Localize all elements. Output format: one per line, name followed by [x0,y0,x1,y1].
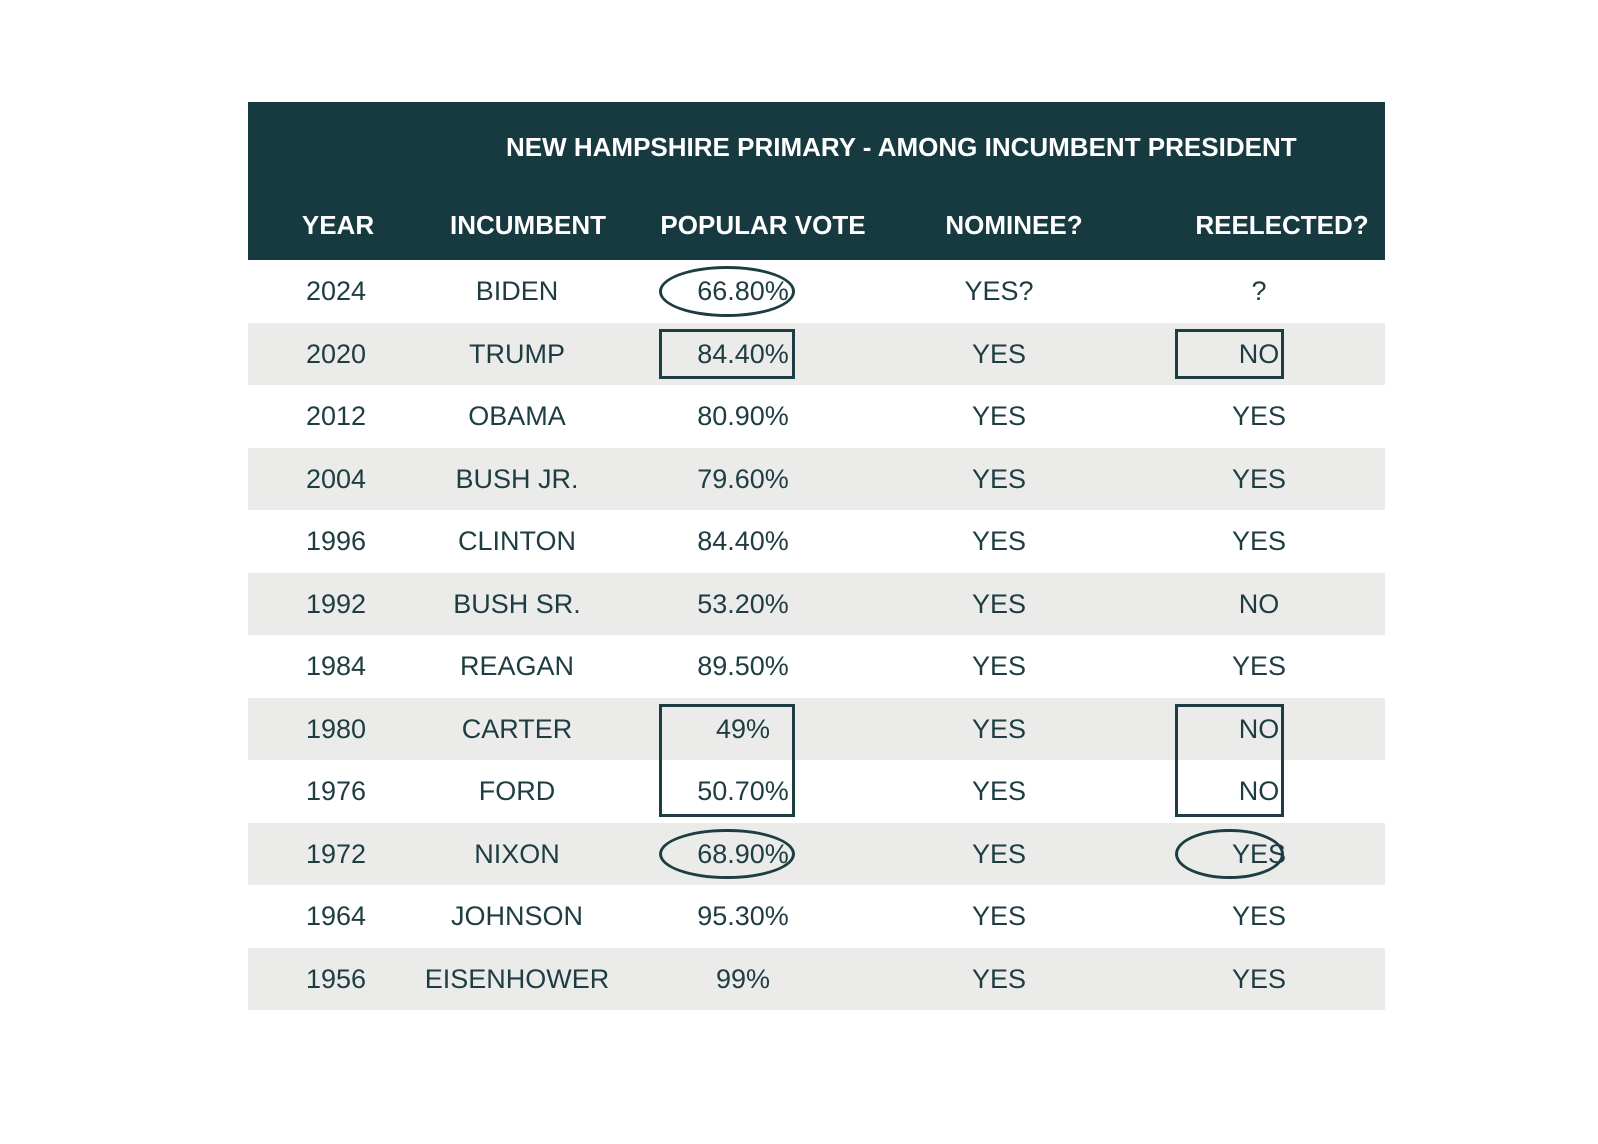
reelected-cell: YES [1231,651,1287,681]
popular-vote-cell: 49% [715,713,771,744]
table-row: 2012 OBAMA 80.90% YES YES [248,385,1385,448]
highlight-box [1175,703,1284,817]
incumbent-cell: BUSH SR. [453,588,581,619]
incumbent-cell: JOHNSON [450,901,584,931]
year-cell: 2020 [305,338,367,369]
table-row: 1984 REAGAN 89.50% YES YES [248,635,1385,698]
highlight-box [659,703,795,817]
incumbent-cell: CLINTON [457,526,577,556]
nominee-cell: YES [971,588,1027,619]
incumbent-cell: CARTER [461,713,573,744]
table-title: NEW HAMPSHIRE PRIMARY - AMONG INCUMBENT … [506,132,1297,162]
highlight-ellipse [1175,828,1284,879]
nominee-cell: YES [971,963,1027,994]
nominee-cell: YES? [964,276,1034,306]
year-cell: 1976 [305,776,367,806]
reelected-cell: NO [1238,713,1280,744]
year-cell: 2024 [305,276,367,306]
reelected-cell: YES [1231,526,1287,556]
highlight-box [659,328,795,379]
year-cell: 1964 [305,901,367,931]
highlight-ellipse [659,828,795,879]
nominee-cell: YES [971,901,1027,931]
year-cell: 1992 [305,588,367,619]
nominee-cell: YES [971,338,1027,369]
popular-vote-cell: 84.40% [697,338,789,369]
nominee-cell: YES [971,401,1027,431]
year-cell: 1956 [305,963,367,994]
column-header: YEAR [301,210,375,240]
popular-vote-cell: 99% [715,963,771,994]
incumbent-cell: REAGAN [459,651,575,681]
incumbent-cell: BIDEN [475,276,559,306]
popular-vote-cell: 50.70% [697,776,789,806]
column-header: INCUMBENT [450,210,606,240]
nominee-cell: YES [971,713,1027,744]
year-cell: 1996 [305,526,367,556]
table-row: 1980 CARTER 49% YES NO [248,697,1385,760]
reelected-cell: NO [1238,338,1280,369]
nominee-cell: YES [971,526,1027,556]
popular-vote-cell: 80.90% [697,401,789,431]
reelected-cell: YES [1231,401,1287,431]
table-row: 1992 BUSH SR. 53.20% YES NO [248,572,1385,635]
column-header: POPULAR VOTE [660,210,866,240]
table-row: 1996 CLINTON 84.40% YES YES [248,510,1385,573]
incumbent-cell: NIXON [474,838,560,869]
table-header: NEW HAMPSHIRE PRIMARY - AMONG INCUMBENT … [248,102,1385,260]
incumbent-cell: EISENHOWER [424,963,610,994]
reelected-cell: YES [1231,463,1287,494]
highlight-box [1175,328,1284,379]
popular-vote-cell: 89.50% [697,651,789,681]
reelected-cell: NO [1238,776,1280,806]
incumbent-cell: OBAMA [468,401,566,431]
table-row: 2024 BIDEN 66.80% YES?? [248,260,1385,323]
reelected-cell: YES [1231,963,1287,994]
table-row: 1976 FORD 50.70% YES NO [248,760,1385,823]
reelected-cell: ? [1251,276,1267,306]
highlight-ellipse [659,266,795,317]
incumbent-cell: BUSH JR. [455,463,579,494]
incumbent-cell: TRUMP [469,338,565,369]
year-cell: 2012 [305,401,367,431]
nominee-cell: YES [971,776,1027,806]
nominee-cell: YES [971,463,1027,494]
table-row: 2004 BUSH JR. 79.60% YES YES [248,447,1385,510]
column-header: REELECTED? [1195,210,1369,240]
results-table: NEW HAMPSHIRE PRIMARY - AMONG INCUMBENT … [248,102,1385,1011]
incumbent-cell: FORD [478,776,556,806]
popular-vote-cell: 79.60% [697,463,789,494]
reelected-cell: NO [1238,588,1280,619]
year-cell: 2004 [305,463,367,494]
popular-vote-cell: 53.20% [697,588,789,619]
column-header: NOMINEE? [945,210,1083,240]
year-cell: 1972 [305,838,367,869]
nominee-cell: YES [971,838,1027,869]
reelected-cell: YES [1231,901,1287,931]
year-cell: 1984 [305,651,367,681]
table-row: 2020 TRUMP 84.40% YES NO [248,322,1385,385]
table-row: 1964 JOHNSON 95.30% YES YES [248,885,1385,948]
year-cell: 1980 [305,713,367,744]
popular-vote-cell: 84.40% [697,526,789,556]
table-row: 1956 EISENHOWER 99% YES YES [248,947,1385,1010]
nominee-cell: YES [971,651,1027,681]
popular-vote-cell: 95.30% [697,901,789,931]
